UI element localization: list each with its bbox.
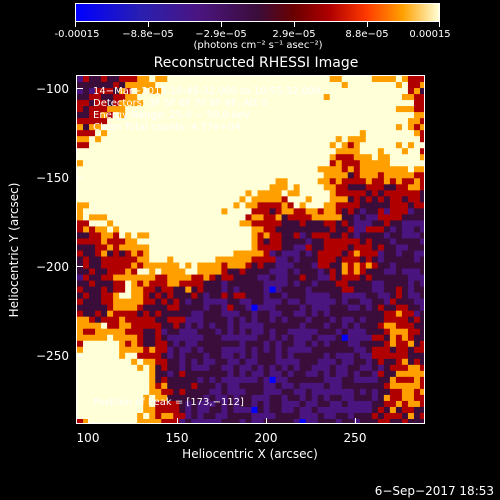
heatmap-image bbox=[77, 76, 424, 423]
y-axis-tick-label: −250 bbox=[36, 349, 69, 363]
colorbar-tick bbox=[221, 22, 222, 27]
colorbar-units: (photons cm⁻² s⁻¹ asec⁻²) bbox=[193, 40, 323, 51]
x-axis-tick bbox=[88, 418, 89, 424]
colorbar-tick bbox=[148, 22, 149, 27]
colorbar-tick-label: 2.9e−05 bbox=[272, 29, 316, 40]
colorbar bbox=[75, 3, 440, 22]
x-axis-tick bbox=[177, 418, 178, 424]
colorbar-tick bbox=[439, 22, 440, 27]
colorbar-tick-label: -0.00015 bbox=[54, 29, 100, 40]
x-axis-title: Heliocentric X (arcsec) bbox=[182, 447, 318, 461]
x-axis-tick bbox=[355, 418, 356, 424]
y-axis-tick bbox=[77, 88, 83, 89]
info-counts: Clean Total counts: 4.77e+04 bbox=[93, 122, 241, 133]
y-axis-tick bbox=[77, 266, 83, 267]
colorbar-tick-label: −2.9e−05 bbox=[195, 29, 247, 40]
y-axis-title: Heliocentric Y (arcsec) bbox=[7, 182, 21, 318]
x-axis-tick-label: 150 bbox=[165, 431, 189, 445]
info-detectors: Detectors: 3F 5F 6F 7F 8F 9F, Att 0 bbox=[93, 98, 268, 109]
y-axis-tick-label: −150 bbox=[36, 171, 69, 185]
colorbar-tick-label: −8.8e−05 bbox=[122, 29, 174, 40]
colorbar-tick bbox=[75, 22, 76, 27]
info-time-range: 14−Mar−2015 10:45:32.000 to 10:55:32.000 bbox=[93, 86, 321, 97]
info-energy-range: Energy Range: 25.0 − 50.0 keV bbox=[93, 110, 251, 121]
colorbar-tick-label: 8.8e−05 bbox=[345, 29, 389, 40]
colorbar-tick-label: 0.00015 bbox=[409, 29, 451, 40]
image-title: Reconstructed RHESSI Image bbox=[153, 55, 359, 71]
x-axis-tick-label: 100 bbox=[76, 431, 100, 445]
plot-timestamp: 6−Sep−2017 18:53 bbox=[374, 484, 494, 498]
y-axis-tick-label: −100 bbox=[36, 82, 69, 96]
solar-image-plot bbox=[76, 75, 425, 424]
x-axis-tick-label: 250 bbox=[343, 431, 367, 445]
x-axis-tick-label: 200 bbox=[254, 431, 278, 445]
x-axis-tick bbox=[266, 418, 267, 424]
colorbar-tick bbox=[294, 22, 295, 27]
colorbar-tick bbox=[367, 22, 368, 27]
y-axis-tick-label: −200 bbox=[36, 260, 69, 274]
y-axis-tick bbox=[77, 177, 83, 178]
peak-position-label: Position of Peak = [173,−112] bbox=[93, 397, 244, 408]
y-axis-tick bbox=[77, 355, 83, 356]
